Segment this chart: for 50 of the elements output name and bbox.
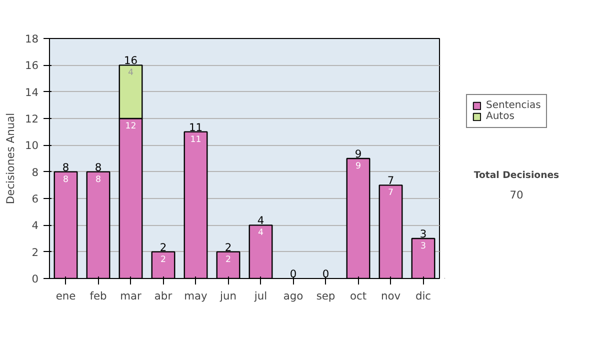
data-label: 2 (225, 254, 232, 265)
data-label: 4 (128, 68, 134, 78)
data-label: 2 (160, 254, 166, 265)
text: 70 (510, 188, 524, 202)
x-tick-label: nov (380, 290, 401, 302)
data-label: 7 (388, 188, 394, 198)
y-tick-label: 8 (32, 166, 39, 179)
total-label: 4 (257, 214, 264, 228)
text: Total Decisiones (474, 170, 560, 181)
x-tick-label: sep (316, 290, 336, 302)
x-tick-label: dic (415, 290, 432, 302)
x-tick-label: may (184, 290, 208, 302)
data-label: 8 (95, 174, 102, 185)
y-tick-label: 10 (24, 139, 39, 152)
x-tick-label: jul (253, 290, 268, 302)
total-label: 3 (420, 228, 427, 240)
y-tick-label: 18 (24, 32, 39, 46)
total-label: 8 (62, 160, 70, 174)
x-tick-label: jun (219, 290, 236, 302)
total-label: 2 (224, 240, 232, 254)
legend-label: Autos (486, 111, 514, 122)
x-tick-label: mar (120, 290, 142, 302)
total-label: 0 (290, 268, 297, 280)
y-axis-title: Decisiones Anual (4, 112, 17, 204)
x-tick-label: feb (90, 290, 108, 302)
y-tick-label: 0 (32, 272, 39, 286)
y-tick-label: 2 (32, 246, 38, 259)
total-label: 16 (124, 54, 138, 68)
data-label: 4 (258, 228, 264, 238)
x-tick-label: oct (350, 290, 367, 302)
data-label: 9 (355, 162, 362, 172)
y-tick-label: 4 (32, 219, 39, 232)
total-label: 7 (387, 174, 394, 188)
y-tick-label: 12 (24, 112, 39, 126)
total-label: 9 (354, 148, 362, 160)
y-tick-label: 6 (32, 192, 39, 206)
data-label: 11 (190, 134, 202, 145)
data-label: 8 (62, 174, 69, 185)
x-tick-label: ago (283, 290, 304, 302)
y-tick-label: 16 (24, 59, 39, 72)
total-label: 2 (160, 240, 167, 254)
total-label: 11 (188, 120, 203, 134)
total-label: 0 (322, 268, 330, 280)
x-tick-label: ene (56, 290, 76, 302)
data-label: 12 (125, 122, 136, 132)
legend-label: Sentencias (486, 100, 541, 111)
y-tick-label: 14 (24, 86, 39, 99)
total-label: 8 (94, 160, 102, 174)
data-label: 3 (420, 242, 426, 252)
x-tick-label: abr (154, 290, 173, 302)
